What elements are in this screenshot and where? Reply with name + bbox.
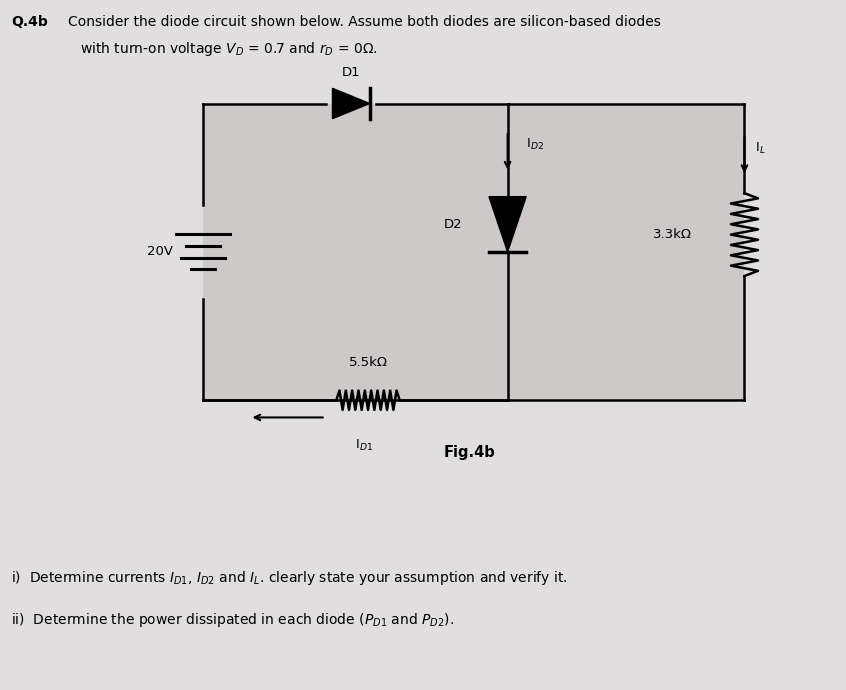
Bar [203,104,744,400]
Text: D2: D2 [443,218,462,230]
Text: Fig.4b: Fig.4b [443,445,496,460]
Text: 3.3kΩ: 3.3kΩ [653,228,692,241]
Text: I$_{D1}$: I$_{D1}$ [354,438,373,453]
Text: 5.5kΩ: 5.5kΩ [349,356,387,369]
Text: with turn-on voltage $V_D$ = 0.7 and $r_D$ = 0$\Omega$.: with turn-on voltage $V_D$ = 0.7 and $r_… [80,40,378,58]
Text: I$_L$: I$_L$ [755,141,766,156]
Text: Q.4b: Q.4b [11,15,47,29]
Text: Consider the diode circuit shown below. Assume both diodes are silicon-based dio: Consider the diode circuit shown below. … [68,15,661,29]
Polygon shape [489,197,526,252]
Polygon shape [332,88,370,119]
Text: i)  Determine currents $I_{D1}$, $I_{D2}$ and $I_L$. clearly state your assumpti: i) Determine currents $I_{D1}$, $I_{D2}$… [11,569,568,587]
Text: 20V: 20V [147,246,173,258]
Text: D1: D1 [342,66,360,79]
Text: ii)  Determine the power dissipated in each diode ($P_{D1}$ and $P_{D2}$).: ii) Determine the power dissipated in ea… [11,611,454,629]
Text: I$_{D2}$: I$_{D2}$ [526,137,544,152]
